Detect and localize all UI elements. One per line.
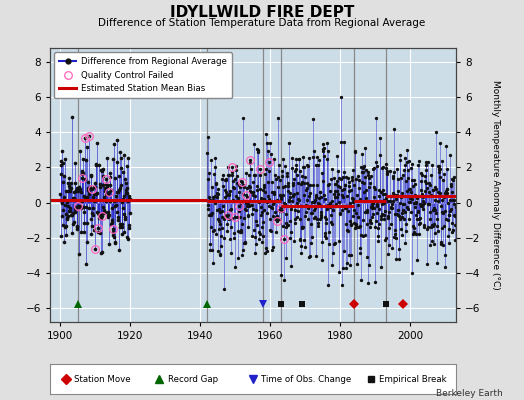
Text: Berkeley Earth: Berkeley Earth bbox=[436, 389, 503, 398]
Text: Empirical Break: Empirical Break bbox=[379, 374, 446, 384]
Text: Difference of Station Temperature Data from Regional Average: Difference of Station Temperature Data f… bbox=[99, 18, 425, 28]
Text: Record Gap: Record Gap bbox=[168, 374, 217, 384]
Text: Station Move: Station Move bbox=[74, 374, 131, 384]
Text: IDYLLWILD FIRE DEPT: IDYLLWILD FIRE DEPT bbox=[170, 5, 354, 20]
Legend: Difference from Regional Average, Quality Control Failed, Estimated Station Mean: Difference from Regional Average, Qualit… bbox=[54, 52, 232, 98]
Text: Time of Obs. Change: Time of Obs. Change bbox=[261, 374, 351, 384]
Y-axis label: Monthly Temperature Anomaly Difference (°C): Monthly Temperature Anomaly Difference (… bbox=[492, 80, 500, 290]
